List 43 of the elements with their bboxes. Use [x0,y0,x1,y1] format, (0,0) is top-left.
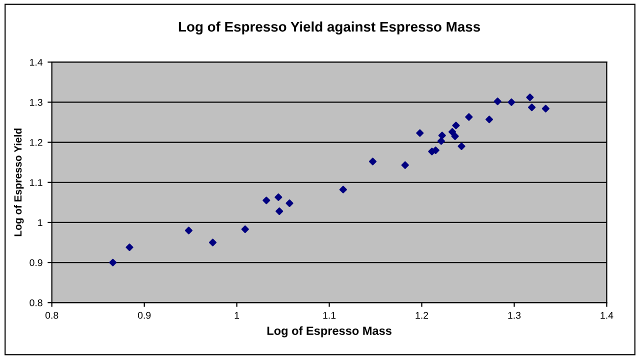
point [528,104,536,112]
x-tick-label: 1 [234,312,240,319]
x-tick-label: 1.3 [508,312,521,319]
y-tick-label: 0.8 [30,299,42,306]
point [276,207,284,216]
point [339,186,347,194]
point [448,128,456,136]
point [368,158,377,166]
point [465,113,473,121]
point [542,104,550,112]
x-tick-label: 0.9 [138,312,151,319]
y-tick-label: 1.2 [30,139,42,146]
x-tick-label: 1.1 [323,312,336,319]
point [126,244,134,252]
point [416,129,424,137]
x-axis-title: Log of Espresso Mass [267,326,392,338]
x-tick-label: 1.4 [600,312,614,319]
point [494,98,502,106]
point [184,226,193,234]
point [437,137,445,145]
point [452,122,460,130]
point [451,132,459,140]
y-tick-label: 1.4 [30,58,43,66]
point [262,196,270,204]
point [109,258,117,266]
point [438,132,446,140]
point [401,161,409,169]
y-axis-title: Log of Espresso Yield [14,128,24,236]
point [286,199,294,208]
point [508,98,516,106]
point [241,225,249,234]
y-tick-label: 1.1 [30,179,42,186]
point [274,193,282,202]
point [458,142,466,150]
point [208,238,217,246]
chart-title: Log of Espresso Yield against Espresso Mass [178,21,480,34]
x-tick-label: 0.8 [45,312,58,319]
y-tick-label: 0.9 [30,259,42,266]
point [526,94,534,102]
y-tick-label: 1.3 [30,98,42,106]
point [485,116,494,124]
x-tick-label: 1.2 [416,312,428,319]
y-tick-label: 1 [38,219,42,226]
